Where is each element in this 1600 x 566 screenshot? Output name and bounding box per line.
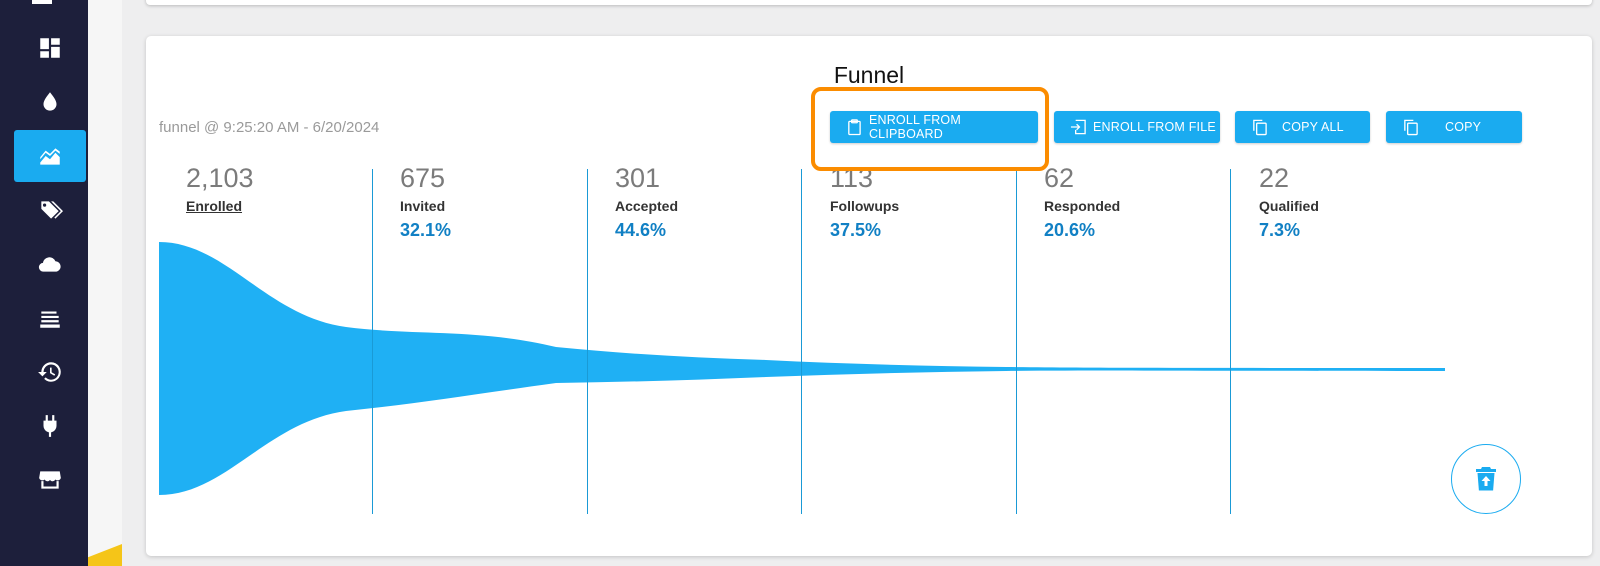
sidebar-item-list[interactable] bbox=[14, 292, 86, 344]
stage-divider bbox=[1016, 169, 1017, 514]
copy-all-button[interactable]: COPY ALL bbox=[1235, 111, 1370, 143]
stage-percent: 37.5% bbox=[830, 220, 882, 240]
stage-divider bbox=[1230, 169, 1231, 514]
enroll-from-file-button[interactable]: ENROLL FROM FILE bbox=[1054, 111, 1220, 143]
sidebar-item-dashboard[interactable] bbox=[14, 22, 86, 74]
stage-label: Responded bbox=[1044, 198, 1121, 214]
copy-all-label: COPY ALL bbox=[1282, 120, 1344, 134]
previous-card bbox=[146, 0, 1592, 5]
trash-restore-icon bbox=[1476, 467, 1496, 491]
stage-invited: 675 Invited 32.1% bbox=[400, 165, 451, 241]
enroll-from-clipboard-button[interactable]: ENROLL FROM CLIPBOARD bbox=[830, 111, 1038, 143]
sidebar-item-drop[interactable] bbox=[14, 76, 86, 128]
stage-count: 2,103 bbox=[186, 163, 254, 193]
sidebar-item-store[interactable] bbox=[14, 454, 86, 506]
history-icon bbox=[38, 362, 61, 382]
sidebar-item-history[interactable] bbox=[14, 346, 86, 398]
file-import-icon bbox=[1070, 119, 1086, 135]
stage-percent: 20.6% bbox=[1044, 220, 1096, 240]
copy-button[interactable]: COPY bbox=[1386, 111, 1522, 143]
sidebar-item-plugins[interactable] bbox=[14, 400, 86, 452]
plug-icon bbox=[43, 415, 57, 437]
chart-area-icon bbox=[40, 148, 60, 165]
stage-count: 675 bbox=[400, 163, 446, 193]
stage-followups: 113 Followups 37.5% bbox=[830, 165, 899, 241]
stage-percent: 32.1% bbox=[400, 220, 452, 240]
stage-percent: 7.3% bbox=[1259, 220, 1301, 240]
stage-accepted: 301 Accepted 44.6% bbox=[615, 165, 678, 241]
stage-count: 301 bbox=[615, 163, 661, 193]
delete-fab-button[interactable] bbox=[1451, 444, 1521, 514]
stage-label: Followups bbox=[830, 198, 900, 214]
sidebar-item-charts[interactable] bbox=[14, 130, 86, 182]
stage-percent: 44.6% bbox=[615, 220, 667, 240]
store-icon bbox=[39, 471, 61, 489]
funnel-shape bbox=[159, 242, 1445, 495]
stage-label-link[interactable]: Enrolled bbox=[186, 198, 243, 214]
stage-qualified: 22 Qualified 7.3% bbox=[1259, 165, 1319, 241]
stage-count: 22 bbox=[1259, 163, 1290, 193]
stage-count: 62 bbox=[1044, 163, 1075, 193]
enroll-from-clipboard-label: ENROLL FROM CLIPBOARD bbox=[868, 113, 961, 141]
sidebar-item-cloud[interactable] bbox=[14, 238, 86, 290]
stage-count: 113 bbox=[830, 163, 874, 193]
content-gutter bbox=[88, 0, 122, 566]
sidebar-item-tags[interactable] bbox=[14, 184, 86, 236]
enroll-from-file-label: ENROLL FROM FILE bbox=[1093, 120, 1216, 134]
clipboard-icon bbox=[848, 119, 861, 136]
funnel-timestamp: funnel @ 9:25:20 AM - 6/20/2024 bbox=[159, 119, 380, 136]
list-icon bbox=[40, 311, 60, 328]
stage-divider bbox=[372, 169, 373, 514]
stage-responded: 62 Responded 20.6% bbox=[1044, 165, 1120, 241]
drop-icon bbox=[43, 92, 57, 111]
cloud-icon bbox=[38, 257, 61, 272]
sidebar bbox=[0, 0, 88, 566]
stage-divider bbox=[801, 169, 802, 514]
stage-label: Accepted bbox=[615, 198, 679, 214]
copy-all-icon bbox=[1253, 119, 1267, 136]
funnel-card: Funnel funnel @ 9:25:20 AM - 6/20/2024 E… bbox=[146, 36, 1592, 556]
stage-label: Qualified bbox=[1259, 198, 1319, 214]
copy-icon bbox=[1404, 119, 1418, 136]
sidebar-top-item-edge bbox=[32, 0, 52, 4]
tags-icon bbox=[40, 201, 63, 219]
card-title: Funnel bbox=[833, 62, 905, 88]
stage-label: Invited bbox=[400, 198, 446, 214]
stage-enrolled: 2,103 Enrolled bbox=[186, 163, 254, 215]
copy-label: COPY bbox=[1445, 120, 1482, 134]
stage-divider bbox=[587, 169, 588, 514]
dashboard-icon bbox=[40, 38, 60, 58]
